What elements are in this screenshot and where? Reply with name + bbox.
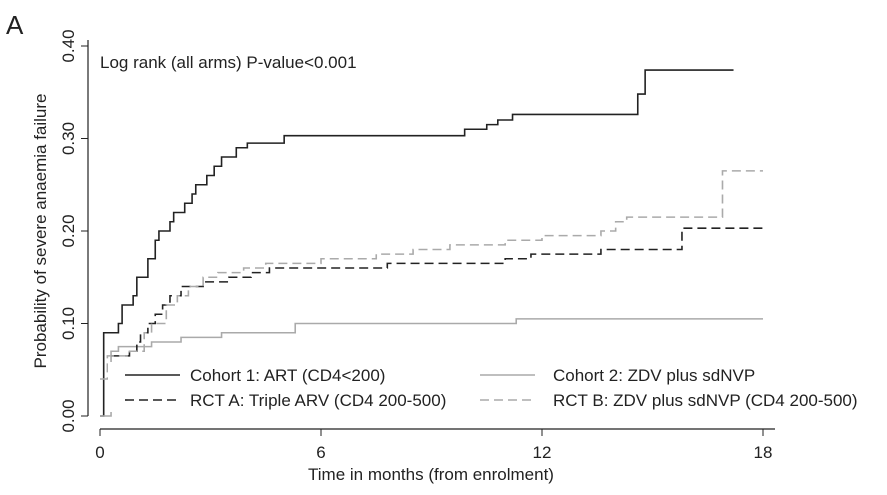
legend-label: RCT A: Triple ARV (CD4 200-500) xyxy=(190,391,446,410)
panel-label: A xyxy=(6,10,24,40)
legend-label: Cohort 2: ZDV plus sdNVP xyxy=(553,366,755,385)
km-curve xyxy=(100,69,734,417)
y-tick-label: 0.20 xyxy=(59,214,78,247)
km-curve xyxy=(100,318,763,417)
x-axis-label: Time in months (from enrolment) xyxy=(308,465,554,484)
legend-label: RCT B: ZDV plus sdNVP (CD4 200-500) xyxy=(553,391,858,410)
km-curve xyxy=(100,170,763,380)
legend-label: Cohort 1: ART (CD4<200) xyxy=(190,366,385,385)
y-tick-label: 0.40 xyxy=(59,29,78,62)
x-tick-label: 0 xyxy=(95,443,104,462)
y-tick-label: 0.00 xyxy=(59,399,78,432)
y-tick-label: 0.10 xyxy=(59,307,78,340)
y-axis-label: Probability of severe anaemia failure xyxy=(31,94,50,369)
x-tick-label: 6 xyxy=(316,443,325,462)
y-tick-label: 0.30 xyxy=(59,122,78,155)
x-tick-label: 12 xyxy=(533,443,552,462)
annotation: Log rank (all arms) P-value<0.001 xyxy=(100,53,357,72)
x-tick-label: 18 xyxy=(754,443,773,462)
legend-box xyxy=(108,362,768,412)
